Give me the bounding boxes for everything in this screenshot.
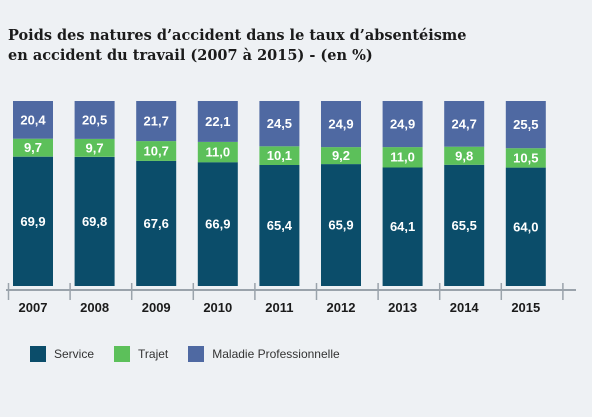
bar-maladie-2008: [74, 101, 115, 139]
bar-trajet-2014: [444, 146, 485, 165]
data-label-trajet-2011: 10,1: [267, 148, 292, 163]
x-tick-label-2007: 2007: [19, 300, 48, 315]
bar-maladie-2011: [259, 101, 300, 147]
data-label-maladie-2013: 24,9: [390, 117, 415, 132]
bar-maladie-2015: [505, 101, 546, 149]
data-label-service-2013: 64,1: [390, 219, 415, 234]
data-label-maladie-2009: 21,7: [144, 114, 169, 129]
bar-trajet-2009: [136, 141, 177, 161]
x-tick-label-2008: 2008: [80, 300, 109, 315]
legend-label-trajet: Trajet: [138, 347, 169, 361]
data-label-maladie-2014: 24,7: [452, 116, 477, 131]
bar-trajet-2007: [13, 138, 53, 157]
bar-service-2010: [197, 162, 238, 286]
data-label-trajet-2012: 9,2: [332, 148, 350, 163]
bar-maladie-2009: [136, 101, 177, 142]
x-tick-label-2015: 2015: [511, 300, 540, 315]
data-label-service-2010: 66,9: [205, 217, 230, 232]
data-label-maladie-2012: 24,9: [328, 117, 353, 132]
bar-trajet-2008: [74, 138, 115, 157]
bar-trajet-2013: [382, 147, 423, 168]
data-label-service-2007: 69,9: [20, 214, 45, 229]
x-tick-label-2009: 2009: [142, 300, 171, 315]
legend-swatch-maladie: [188, 346, 205, 362]
data-label-maladie-2010: 22,1: [205, 114, 230, 129]
chart-title-line-2: en accident du travail (2007 à 2015) - (…: [8, 47, 373, 64]
data-label-trajet-2015: 10,5: [513, 150, 538, 165]
x-tick-label-2013: 2013: [388, 300, 417, 315]
x-tick-label-2014: 2014: [450, 300, 480, 315]
data-label-service-2011: 65,4: [267, 218, 293, 233]
data-label-trajet-2008: 9,7: [86, 140, 104, 155]
data-label-maladie-2007: 20,4: [20, 112, 46, 127]
bar-maladie-2007: [13, 101, 53, 139]
legend-label-service: Service: [54, 347, 95, 361]
data-label-service-2008: 69,8: [82, 214, 107, 229]
data-label-service-2012: 65,9: [328, 218, 353, 233]
bar-maladie-2010: [197, 101, 238, 142]
legend-item-service: Service: [30, 346, 94, 362]
data-label-trajet-2014: 9,8: [455, 148, 473, 163]
bar-maladie-2012: [321, 101, 361, 148]
bar-service-2011: [259, 165, 300, 286]
x-tick-label-2010: 2010: [203, 300, 232, 315]
bar-trajet-2010: [197, 141, 238, 163]
bar-maladie-2014: [444, 101, 485, 147]
x-tick-label-2011: 2011: [265, 300, 293, 315]
data-label-trajet-2009: 10,7: [144, 144, 169, 159]
data-label-service-2009: 67,6: [144, 216, 169, 231]
data-label-maladie-2015: 25,5: [513, 117, 538, 132]
data-label-maladie-2008: 20,5: [82, 113, 107, 128]
bar-trajet-2015: [505, 148, 546, 168]
bar-trajet-2012: [321, 147, 361, 165]
legend-label-maladie: Maladie Professionnelle: [212, 347, 340, 361]
legend-swatch-service: [30, 346, 46, 362]
legend-item-maladie: Maladie Professionnelle: [188, 346, 340, 362]
legend-swatch-trajet: [114, 346, 131, 362]
data-label-trajet-2013: 11,0: [390, 150, 415, 165]
bar-service-2009: [136, 160, 177, 286]
data-label-service-2015: 64,0: [513, 219, 538, 234]
bar-service-2015: [505, 167, 546, 286]
bar-service-2008: [74, 156, 115, 286]
data-label-service-2014: 65,5: [452, 218, 477, 233]
data-label-trajet-2010: 11,0: [206, 145, 231, 160]
bar-service-2013: [382, 167, 423, 286]
bar-trajet-2011: [259, 146, 300, 165]
data-label-trajet-2007: 9,7: [24, 140, 42, 155]
bar-service-2012: [321, 164, 361, 286]
data-label-maladie-2011: 24,5: [267, 116, 292, 131]
legend: Service Trajet Maladie Professionnelle: [30, 346, 360, 362]
bar-maladie-2013: [382, 101, 423, 148]
bar-service-2014: [444, 164, 485, 286]
bar-service-2007: [13, 156, 53, 286]
chart-title-line-1: Poids des natures d’accident dans le tau…: [8, 27, 467, 44]
legend-item-trajet: Trajet: [114, 346, 168, 362]
chart-title: Poids des natures d’accident dans le tau…: [8, 26, 528, 66]
x-tick-label-2012: 2012: [327, 300, 356, 315]
